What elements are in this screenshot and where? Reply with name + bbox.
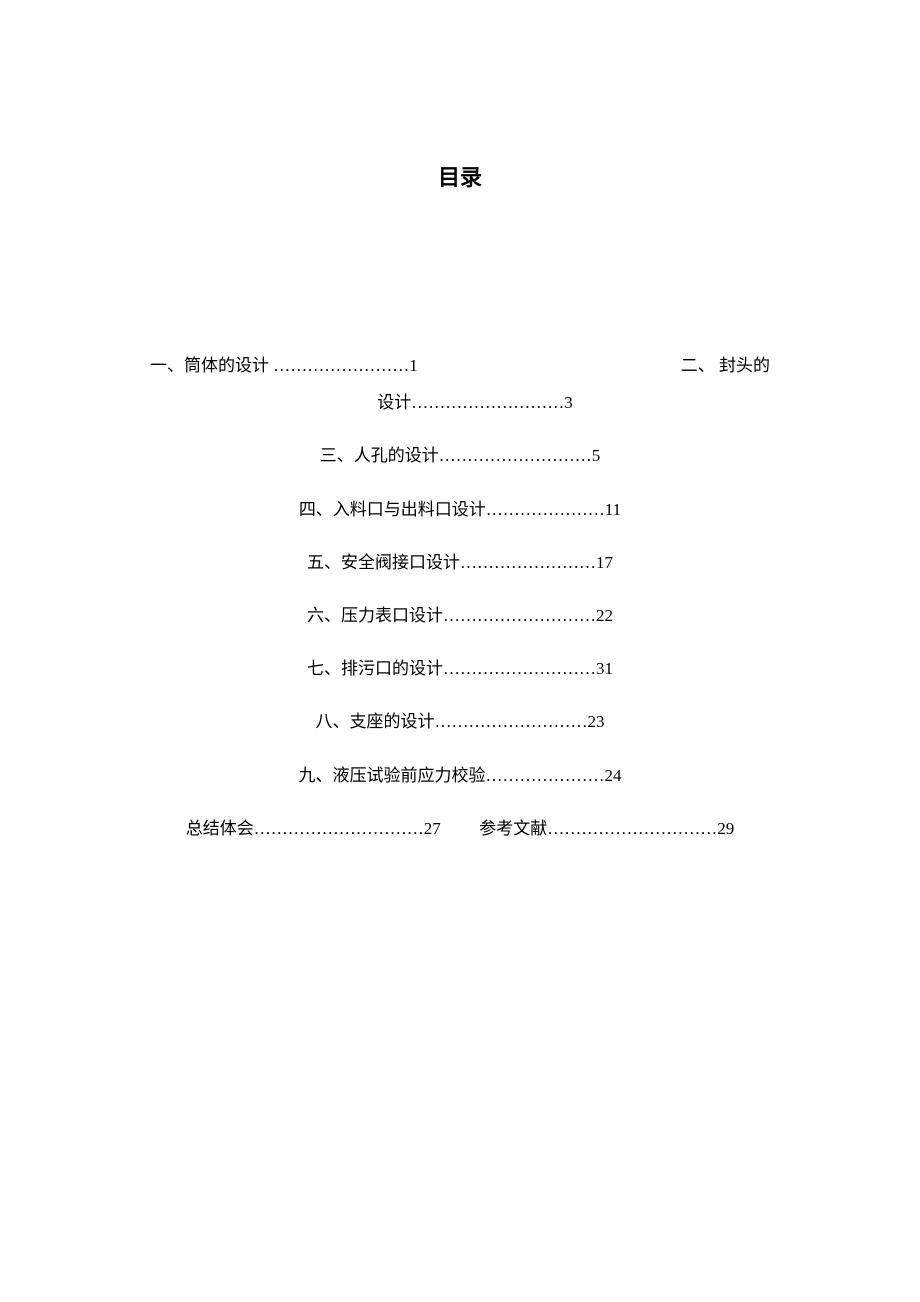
- toc-entry-references: 参考文献…………………………29: [479, 819, 734, 838]
- toc-row-1: 一、筒体的设计 ……………………1 二、 封头的: [150, 352, 770, 379]
- toc-entry-7: 七、排污口的设计………………………31: [150, 655, 770, 682]
- toc-container: 一、筒体的设计 ……………………1 二、 封头的 设计………………………3 三、…: [150, 352, 770, 842]
- toc-entry-5: 五、安全阀接口设计……………………17: [150, 549, 770, 576]
- toc-entry-summary: 总结体会…………………………27: [186, 819, 441, 838]
- toc-entry-1: 一、筒体的设计 ……………………1: [150, 352, 418, 379]
- toc-entry-4: 四、入料口与出料口设计…………………11: [150, 496, 770, 523]
- toc-entry-8: 八、支座的设计………………………23: [150, 708, 770, 735]
- toc-entry-2-end: 设计………………………3: [150, 389, 770, 416]
- document-page: 目录 一、筒体的设计 ……………………1 二、 封头的 设计………………………3…: [0, 0, 920, 842]
- toc-entry-2-start: 二、 封头的: [681, 352, 770, 379]
- toc-entry-9: 九、液压试验前应力校验…………………24: [150, 762, 770, 789]
- toc-entry-6: 六、压力表口设计………………………22: [150, 602, 770, 629]
- toc-row-last: 总结体会…………………………27 参考文献…………………………29: [150, 815, 770, 842]
- toc-entry-3: 三、人孔的设计………………………5: [150, 442, 770, 469]
- toc-title: 目录: [150, 160, 770, 192]
